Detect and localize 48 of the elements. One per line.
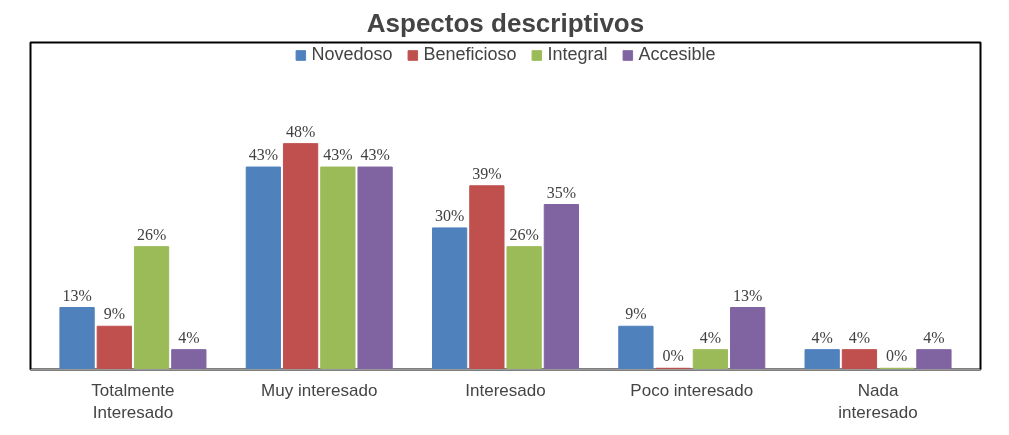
bar — [506, 246, 542, 369]
data-label: 30% — [434, 206, 465, 224]
chart-title: Aspectos descriptivos — [366, 7, 645, 38]
data-label: 4% — [848, 328, 871, 346]
x-tick-label: Muy interesado — [261, 380, 378, 400]
data-label: 26% — [136, 225, 167, 243]
data-label: 13% — [732, 286, 763, 304]
data-label: 9% — [625, 305, 647, 323]
legend-label: Integral — [547, 44, 608, 65]
bar — [469, 185, 505, 369]
bar — [282, 143, 319, 369]
data-label: 4% — [923, 328, 945, 346]
x-tick-label: Poco interesado — [630, 380, 754, 400]
bar — [618, 325, 654, 369]
legend-label: Beneficioso — [423, 44, 517, 65]
legend-label: Novedoso — [311, 44, 393, 65]
bar — [841, 349, 878, 369]
x-tick-label: Interesado — [465, 380, 546, 400]
bar — [692, 349, 729, 369]
data-label: 4% — [178, 328, 200, 346]
data-label: 13% — [62, 286, 92, 304]
bar — [59, 307, 95, 369]
bar — [96, 325, 132, 369]
bar — [245, 166, 281, 369]
data-label: 39% — [472, 164, 502, 182]
bar — [320, 166, 356, 369]
data-label: 43% — [248, 146, 279, 164]
data-label: 4% — [699, 328, 722, 346]
bar — [431, 227, 468, 369]
data-label: 35% — [546, 183, 577, 201]
data-label: 9% — [103, 305, 125, 323]
bar — [916, 349, 952, 369]
bar — [171, 349, 207, 369]
data-label: 26% — [509, 225, 539, 243]
legend-label: Accesible — [638, 44, 716, 65]
bar — [133, 246, 170, 369]
bar — [357, 166, 393, 369]
data-label: 43% — [323, 146, 353, 164]
data-label: 43% — [360, 146, 390, 164]
data-label: 48% — [285, 122, 316, 140]
x-tick-label: Nada interesado — [838, 380, 918, 423]
data-label: 4% — [811, 328, 833, 346]
bar — [543, 204, 580, 369]
bar — [804, 349, 840, 369]
bar — [730, 307, 766, 369]
data-label: 0% — [886, 347, 908, 365]
x-tick-label: Totalmente Interesado — [91, 380, 175, 423]
data-label: 0% — [662, 347, 684, 365]
